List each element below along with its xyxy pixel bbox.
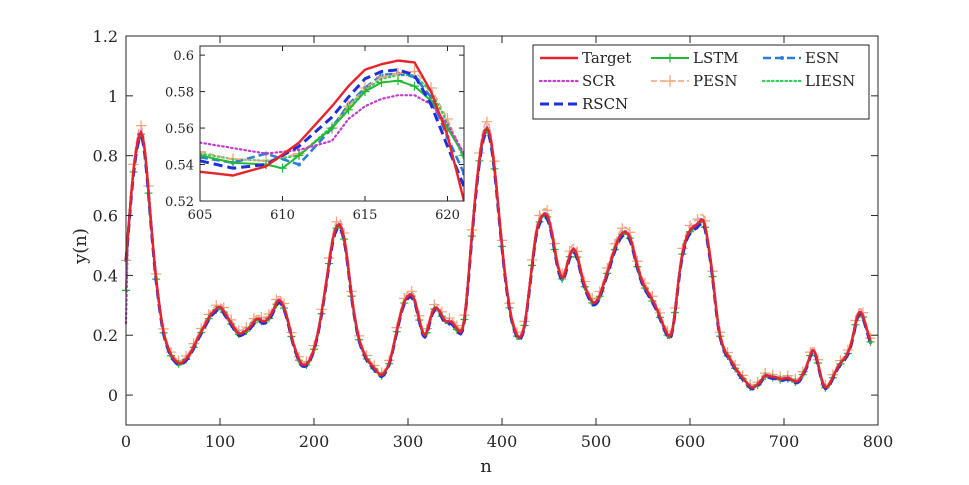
inset-x-tick-label: 620 — [435, 208, 460, 223]
series-marker-pesn — [481, 116, 493, 127]
legend: Target LSTM ESN SCR PESN LIESN RSCN — [532, 44, 870, 120]
series-marker-pesn — [200, 145, 206, 158]
x-tick-label: 700 — [769, 432, 800, 451]
inset-x-tick-label: 610 — [270, 208, 295, 223]
series-marker-lstm — [377, 77, 386, 87]
inset-frame — [199, 45, 465, 202]
y-tick-label: 0.6 — [93, 207, 118, 226]
inset-x-tick-label: 605 — [188, 208, 213, 223]
y-tick-label: 0 — [108, 386, 118, 405]
inset-y-tick-label: 0.58 — [165, 86, 194, 101]
series-marker-lstm — [228, 158, 238, 168]
y-tick-label: 1.2 — [93, 27, 118, 46]
series-marker-lstm — [200, 150, 205, 160]
series-marker-esn — [296, 162, 302, 167]
series-marker-lstm — [327, 123, 337, 133]
y-tick-label: 1 — [108, 87, 118, 106]
x-tick-label: 100 — [205, 432, 236, 451]
x-tick-label: 600 — [675, 432, 706, 451]
x-tick-label: 500 — [581, 432, 612, 451]
inset-y-tick-label: 0.52 — [165, 195, 194, 210]
legend-label-lstm: LSTM — [693, 49, 739, 67]
inset-y-tick-label: 0.54 — [165, 159, 194, 174]
inset-series-group — [200, 59, 464, 201]
series-line-target — [124, 127, 872, 389]
inset-y-tick-label: 0.6 — [173, 49, 194, 64]
legend-label-target: Target — [582, 49, 631, 67]
series-marker-lstm — [665, 53, 675, 63]
series-marker-lstm — [360, 87, 370, 97]
inset-axis-ticks: 605 610 615 620 0.52 0.54 0.56 0.58 0.6 — [165, 46, 464, 223]
x-tick-label: 0 — [121, 432, 131, 451]
legend-label-scr: SCR — [582, 72, 616, 90]
legend-label-esn: ESN — [805, 49, 839, 67]
series-marker-lstm — [278, 163, 287, 173]
series-marker-pesn — [664, 75, 676, 87]
series-marker-esn — [461, 171, 464, 176]
legend-label-pesn: PESN — [693, 72, 737, 90]
inset-series-line-target — [200, 59, 464, 201]
y-axis-label: y(n) — [70, 228, 91, 265]
series-marker-lstm — [410, 81, 419, 91]
series-marker-lstm — [459, 150, 464, 160]
legend-box — [532, 44, 870, 120]
y-tick-label: 0.2 — [93, 326, 118, 345]
series-marker-esn — [779, 55, 785, 61]
x-axis-label: n — [480, 456, 492, 477]
main-series-group — [120, 116, 876, 392]
legend-label-rscn: RSCN — [582, 95, 628, 113]
main-axis-ticks: 0 100 200 300 400 500 600 700 800 0 0.2 0.4 0.6 0.8 1 1… — [93, 27, 894, 451]
series-marker-lstm — [344, 105, 353, 115]
series-marker-lstm — [294, 150, 304, 160]
legend-label-liesn: LIESN — [805, 72, 855, 90]
inset-y-tick-label: 0.56 — [165, 122, 194, 137]
x-tick-label: 200 — [299, 432, 330, 451]
x-tick-label: 400 — [487, 432, 518, 451]
series-marker-pesn — [135, 120, 147, 131]
inset-x-tick-label: 615 — [353, 208, 378, 223]
y-tick-label: 0.4 — [93, 266, 118, 285]
series-marker-lstm — [393, 76, 403, 86]
y-tick-label: 0.8 — [93, 147, 118, 166]
inset-series-line-rscn — [200, 68, 464, 187]
x-tick-label: 300 — [393, 432, 424, 451]
x-tick-label: 800 — [863, 432, 894, 451]
